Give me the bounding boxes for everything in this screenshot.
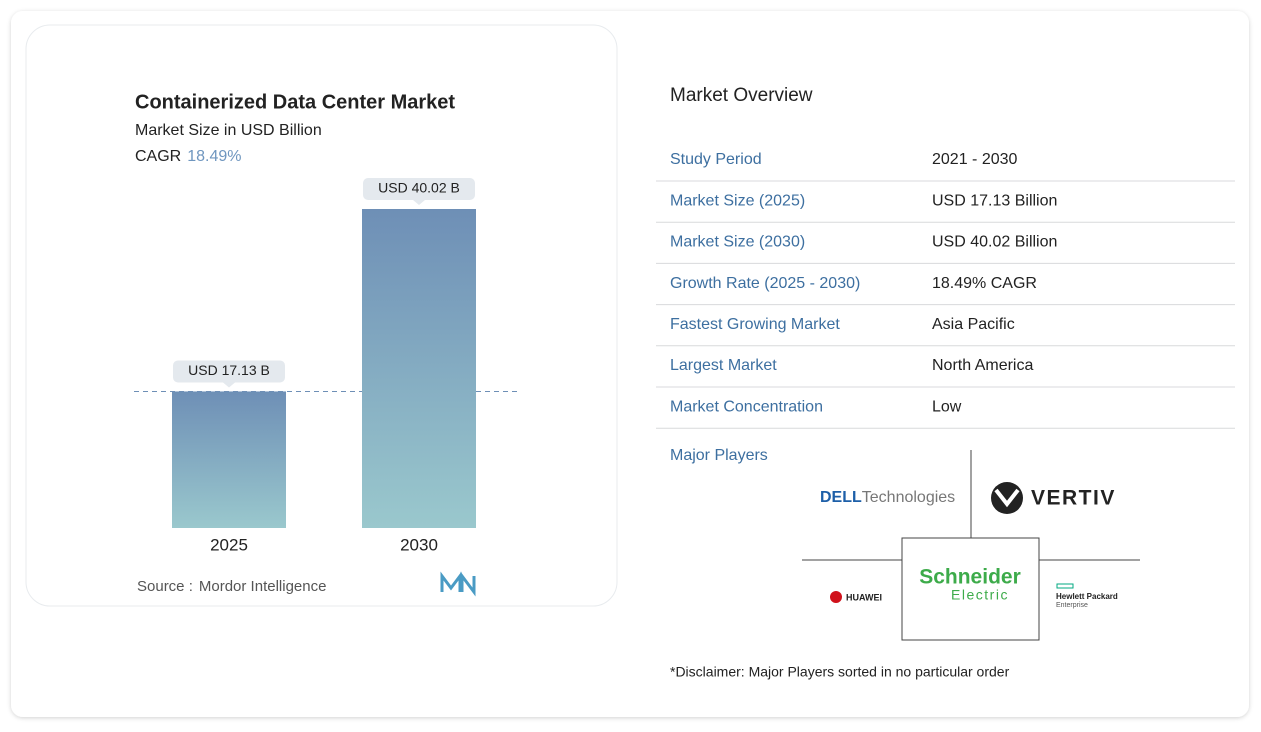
player-dell: DELLTechnologies bbox=[820, 489, 955, 506]
logo bbox=[440, 571, 476, 597]
label-pointer bbox=[413, 200, 425, 205]
bars: USD 17.13 B 2025 USD 40.02 B 2030 bbox=[134, 178, 517, 554]
row-value: USD 40.02 Billion bbox=[932, 234, 1057, 251]
row-label: Growth Rate (2025 - 2030) bbox=[670, 275, 860, 292]
player-hpe: Hewlett Packard bbox=[1056, 592, 1118, 601]
row-label: Study Period bbox=[670, 151, 762, 168]
huawei-icon bbox=[830, 591, 842, 603]
player-schneider: Schneider bbox=[919, 566, 1021, 589]
row-value: Low bbox=[932, 398, 962, 415]
player-hpe-sub: Enterprise bbox=[1056, 602, 1088, 609]
overview-table: Study Period 2021 - 2030 Market Size (2025… bbox=[656, 151, 1235, 429]
row-label: Market Size (2030) bbox=[670, 234, 805, 251]
x-tick-label: 2025 bbox=[210, 535, 248, 554]
row-value: 18.49% CAGR bbox=[932, 275, 1037, 292]
vertiv-icon bbox=[991, 482, 1023, 514]
row-value: 2021 - 2030 bbox=[932, 151, 1018, 168]
row-label: Fastest Growing Market bbox=[670, 316, 840, 333]
label-pointer bbox=[223, 382, 235, 388]
bar bbox=[172, 391, 286, 528]
chart-subtitle: Market Size in USD Billion bbox=[135, 122, 322, 139]
player-huawei: HUAWEI bbox=[846, 592, 882, 602]
row-value: Asia Pacific bbox=[932, 316, 1015, 333]
row-label: Market Concentration bbox=[670, 398, 823, 415]
overview-title: Market Overview bbox=[670, 85, 813, 106]
chart-title: Containerized Data Center Market bbox=[135, 91, 455, 113]
hpe-icon bbox=[1056, 583, 1074, 589]
players-grid bbox=[802, 450, 1140, 641]
source: Source : Mordor Intelligence bbox=[137, 578, 326, 595]
x-tick-label: 2030 bbox=[400, 535, 438, 554]
player-schneider-sub: Electric bbox=[951, 587, 1009, 603]
row-label: Largest Market bbox=[670, 357, 777, 374]
row-value: North America bbox=[932, 357, 1033, 374]
cagr: CAGR 18.49% bbox=[135, 148, 242, 165]
label-pill bbox=[173, 360, 285, 383]
players-title: Major Players bbox=[670, 447, 768, 464]
bar bbox=[362, 209, 476, 528]
row-label: Market Size (2025) bbox=[670, 192, 805, 209]
disclaimer: *Disclaimer: Major Players sorted in no … bbox=[670, 664, 1010, 680]
player-vertiv: VERTIV bbox=[1031, 487, 1116, 510]
value-label: USD 17.13 B bbox=[188, 362, 270, 378]
row-value: USD 17.13 Billion bbox=[932, 192, 1057, 209]
value-label: USD 40.02 B bbox=[378, 180, 460, 196]
label-pill bbox=[363, 178, 475, 200]
